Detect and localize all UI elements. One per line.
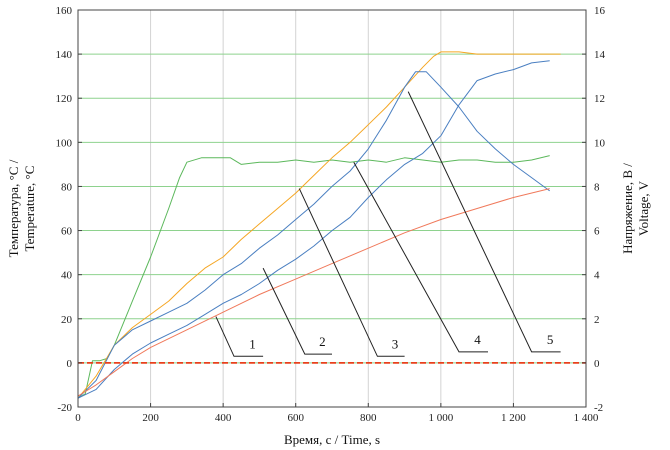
y-left-tick-label-6: 100 xyxy=(56,137,73,149)
y-left-tick-label-0: -20 xyxy=(57,402,72,414)
y-left-tick-label-4: 60 xyxy=(61,226,73,238)
y-left-tick-label-5: 80 xyxy=(61,181,73,193)
annotation-label-3: 3 xyxy=(392,336,399,351)
y-left-tick-label-3: 40 xyxy=(61,270,73,282)
axis-title-line-1: Voltage, V xyxy=(636,180,651,236)
x-tick-label-5: 1 000 xyxy=(428,412,453,424)
annotation-leader-2 xyxy=(262,267,332,355)
annotation-label-2: 2 xyxy=(319,334,326,349)
y-right-tick-label-2: 2 xyxy=(594,314,600,326)
x-tick-label-3: 600 xyxy=(287,412,304,424)
x-tick-label-7: 1 400 xyxy=(574,412,599,424)
y-axis-right-title: Напряжение, В /Voltage, V xyxy=(620,163,651,254)
x-tick-label-0: 0 xyxy=(75,412,81,424)
y-right-tick-label-0: -2 xyxy=(594,402,603,414)
series-line-4 xyxy=(77,188,550,397)
annotation-leader-3 xyxy=(298,188,405,357)
series-line-1 xyxy=(77,51,561,399)
y-axis-left-title: Температура, °С /Temperature, °С xyxy=(6,159,37,257)
axis-title-line-0: Температура, °С / xyxy=(6,159,21,257)
y-left-tick-label-9: 160 xyxy=(56,5,73,17)
y-right-tick-label-7: 12 xyxy=(594,93,605,105)
y-right-tick-label-1: 0 xyxy=(594,358,600,370)
x-tick-label-1: 200 xyxy=(142,412,159,424)
annotations-group: 1 2 3 4 5 xyxy=(215,91,561,357)
axis-title-line-1: Temperature, °С xyxy=(22,166,37,252)
annotation-label-1: 1 xyxy=(249,336,256,351)
y-right-tick-label-4: 6 xyxy=(594,226,600,238)
axis-title-line-0: Напряжение, В / xyxy=(620,163,635,254)
x-tick-label-2: 400 xyxy=(215,412,232,424)
x-axis-title: Время, с / Time, s xyxy=(284,432,380,447)
series-group xyxy=(77,51,586,399)
annotation-leader-4 xyxy=(353,161,488,353)
y-right-tick-label-5: 8 xyxy=(594,181,600,193)
y-left-tick-label-7: 120 xyxy=(56,93,73,105)
y-right-tick-label-6: 10 xyxy=(594,137,606,149)
y-left-tick-label-2: 20 xyxy=(61,314,73,326)
series-line-0 xyxy=(77,155,550,399)
series-line-3 xyxy=(77,60,550,399)
x-tick-label-6: 1 200 xyxy=(501,412,526,424)
plot-frame xyxy=(77,9,587,408)
y-left-tick-label-1: 0 xyxy=(67,358,73,370)
y-right-tick-label-8: 14 xyxy=(594,49,606,61)
annotation-label-5: 5 xyxy=(547,332,554,347)
y-right-tick-label-3: 4 xyxy=(594,270,600,282)
y-right-tick-label-9: 16 xyxy=(594,5,606,17)
series-line-2 xyxy=(77,71,550,399)
grid xyxy=(78,10,586,407)
y-left-tick-label-8: 140 xyxy=(56,49,73,61)
annotation-label-4: 4 xyxy=(474,332,481,347)
x-tick-label-4: 800 xyxy=(360,412,377,424)
annotation-leader-5 xyxy=(407,91,561,353)
annotation-leader-1 xyxy=(215,316,264,357)
axes-group: 0 200 400 600 800 1 000 1 200 1 400-20020406080… xyxy=(56,5,606,424)
